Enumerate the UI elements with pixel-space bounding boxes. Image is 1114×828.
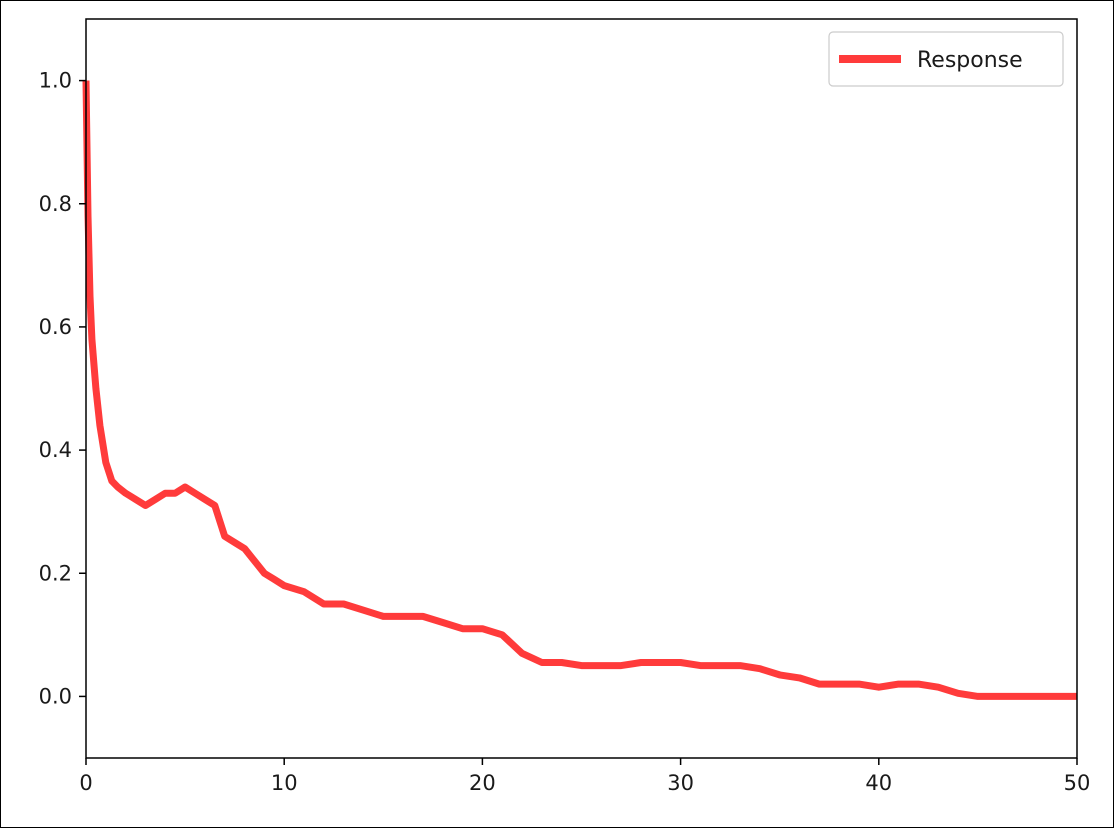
y-tick-label: 0.4 <box>39 438 72 462</box>
x-tick-label: 30 <box>667 771 694 795</box>
plot-area <box>86 19 1077 758</box>
y-tick-label: 0.8 <box>39 192 72 216</box>
y-axis: 0.0 0.2 0.4 0.6 0.8 1.0 <box>39 69 86 708</box>
y-tick-label: 1.0 <box>39 69 72 93</box>
x-tick-label: 20 <box>469 771 496 795</box>
y-tick-label: 0.0 <box>39 684 72 708</box>
legend: Response <box>828 31 1064 87</box>
x-axis: 0 10 20 30 40 50 <box>79 758 1090 795</box>
x-tick-label: 40 <box>865 771 892 795</box>
series-line-response <box>82 80 1077 700</box>
series-layer <box>82 80 1077 700</box>
x-tick-label: 50 <box>1064 771 1091 795</box>
x-tick-label: 0 <box>79 771 92 795</box>
y-tick-label: 0.2 <box>39 561 72 585</box>
x-tick-label: 10 <box>271 771 298 795</box>
axes-frame <box>85 18 1078 759</box>
y-tick-label: 0.6 <box>39 315 72 339</box>
legend-label-response: Response <box>917 48 1023 73</box>
legend-box <box>828 31 1064 87</box>
